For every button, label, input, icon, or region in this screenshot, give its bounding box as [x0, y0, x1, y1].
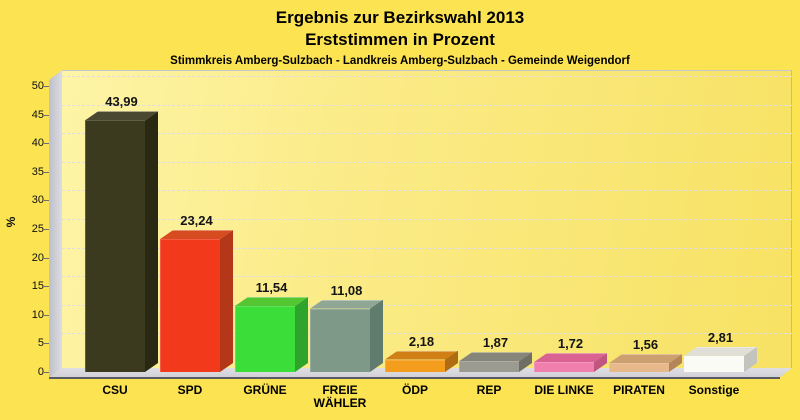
y-tick-mark-30 — [44, 200, 49, 202]
value-label-piraten: 1,56 — [632, 337, 659, 353]
bar-top-piraten — [609, 354, 682, 364]
value-label-rep: 1,87 — [482, 335, 509, 351]
y-tick-mark-50 — [44, 86, 49, 87]
y-tick-mark-20 — [44, 257, 49, 259]
bar-piraten — [609, 363, 669, 372]
gridline-40 — [62, 133, 792, 135]
bar-csu — [85, 120, 145, 372]
gridline-30 — [62, 190, 792, 192]
bar-top-spd — [160, 230, 233, 240]
value-label-freie-wahler: 11,08 — [330, 282, 363, 298]
x-category-label-grune: GRÜNE — [243, 383, 287, 397]
bar-side-spd — [220, 230, 233, 372]
y-tick-mark-10 — [44, 314, 49, 316]
chart-title-line1: Ergebnis zur Bezirkswahl 2013 — [275, 8, 525, 27]
y-tick-mark-15 — [44, 286, 49, 288]
y-tick-mark-40 — [44, 143, 49, 145]
value-label-odp: 2,18 — [408, 333, 435, 349]
x-category-label-rep: REP — [476, 383, 502, 397]
bar-side-grune — [295, 296, 308, 372]
bar-side-freie-wahler — [370, 299, 383, 372]
bar-top-freie-wahler — [310, 299, 383, 309]
bar-grune — [235, 305, 295, 372]
x-category-label-freie-wahler: FREIE WÄHLER — [313, 383, 367, 410]
y-tick-mark-5 — [44, 343, 49, 345]
gridline-35 — [62, 161, 792, 163]
y-tick-label-40: 40 — [31, 137, 44, 150]
bar-top-sonstige — [684, 346, 757, 356]
y-tick-mark-45 — [44, 114, 49, 116]
gridline-45 — [62, 104, 792, 106]
bar-top-grune — [235, 296, 308, 306]
y-tick-label-0: 0 — [37, 366, 44, 378]
y-tick-label-50: 50 — [31, 80, 44, 92]
bar-rep — [459, 361, 519, 372]
x-category-label-csu: CSU — [102, 383, 128, 397]
value-label-sonstige: 2,81 — [707, 329, 734, 345]
gridline-25 — [62, 219, 792, 220]
chart-subtitle: Stimmkreis Amberg-Sulzbach - Landkreis A… — [170, 55, 630, 67]
y-tick-label-15: 15 — [31, 280, 44, 293]
gridline-15 — [62, 276, 792, 278]
gridline-5 — [62, 333, 792, 335]
bar-sonstige — [684, 355, 744, 372]
bar-side-csu — [145, 111, 158, 372]
y-tick-mark-0 — [44, 372, 49, 373]
bar-top-csu — [85, 111, 158, 121]
y-tick-label-10: 10 — [31, 308, 44, 321]
y-tick-label-20: 20 — [31, 251, 44, 264]
bar-odp — [385, 359, 445, 372]
x-axis-line — [49, 377, 780, 379]
y-tick-label-5: 5 — [37, 337, 44, 350]
gridline-10 — [62, 304, 792, 306]
value-label-spd: 23,24 — [180, 213, 213, 229]
y-tick-label-25: 25 — [31, 223, 44, 235]
bar-top-odp — [385, 350, 458, 360]
x-category-label-spd: SPD — [177, 383, 203, 397]
x-category-label-die-linke: DIE LINKE — [534, 383, 594, 397]
x-category-label-odp: ÖDP — [401, 383, 428, 397]
value-label-die-linke: 1,72 — [557, 336, 584, 352]
bar-top-rep — [459, 352, 532, 362]
floor-3d — [49, 368, 792, 378]
y-tick-label-45: 45 — [31, 108, 44, 121]
gridline-50 — [62, 76, 792, 77]
bar-spd — [160, 239, 220, 372]
bar-die-linke — [534, 362, 594, 372]
x-category-label-piraten: PIRATEN — [613, 383, 665, 397]
chart-header: Ergebnis zur Bezirkswahl 2013 Erststimme… — [0, 7, 800, 68]
y-tick-label-35: 35 — [31, 165, 44, 178]
gridline-20 — [62, 247, 792, 249]
chart-title-line2: Erststimmen in Prozent — [305, 30, 495, 49]
value-label-grune: 11,54 — [255, 279, 288, 295]
left-wall-3d — [49, 70, 62, 378]
value-label-csu: 43,99 — [105, 94, 138, 110]
x-category-label-sonstige: Sonstige — [688, 383, 740, 397]
y-tick-mark-35 — [44, 171, 49, 173]
y-axis-label: % — [4, 216, 18, 228]
bar-freie-wahler — [310, 308, 370, 372]
y-tick-mark-25 — [44, 229, 49, 230]
y-tick-label-30: 30 — [31, 194, 44, 207]
bar-top-die-linke — [534, 353, 607, 363]
